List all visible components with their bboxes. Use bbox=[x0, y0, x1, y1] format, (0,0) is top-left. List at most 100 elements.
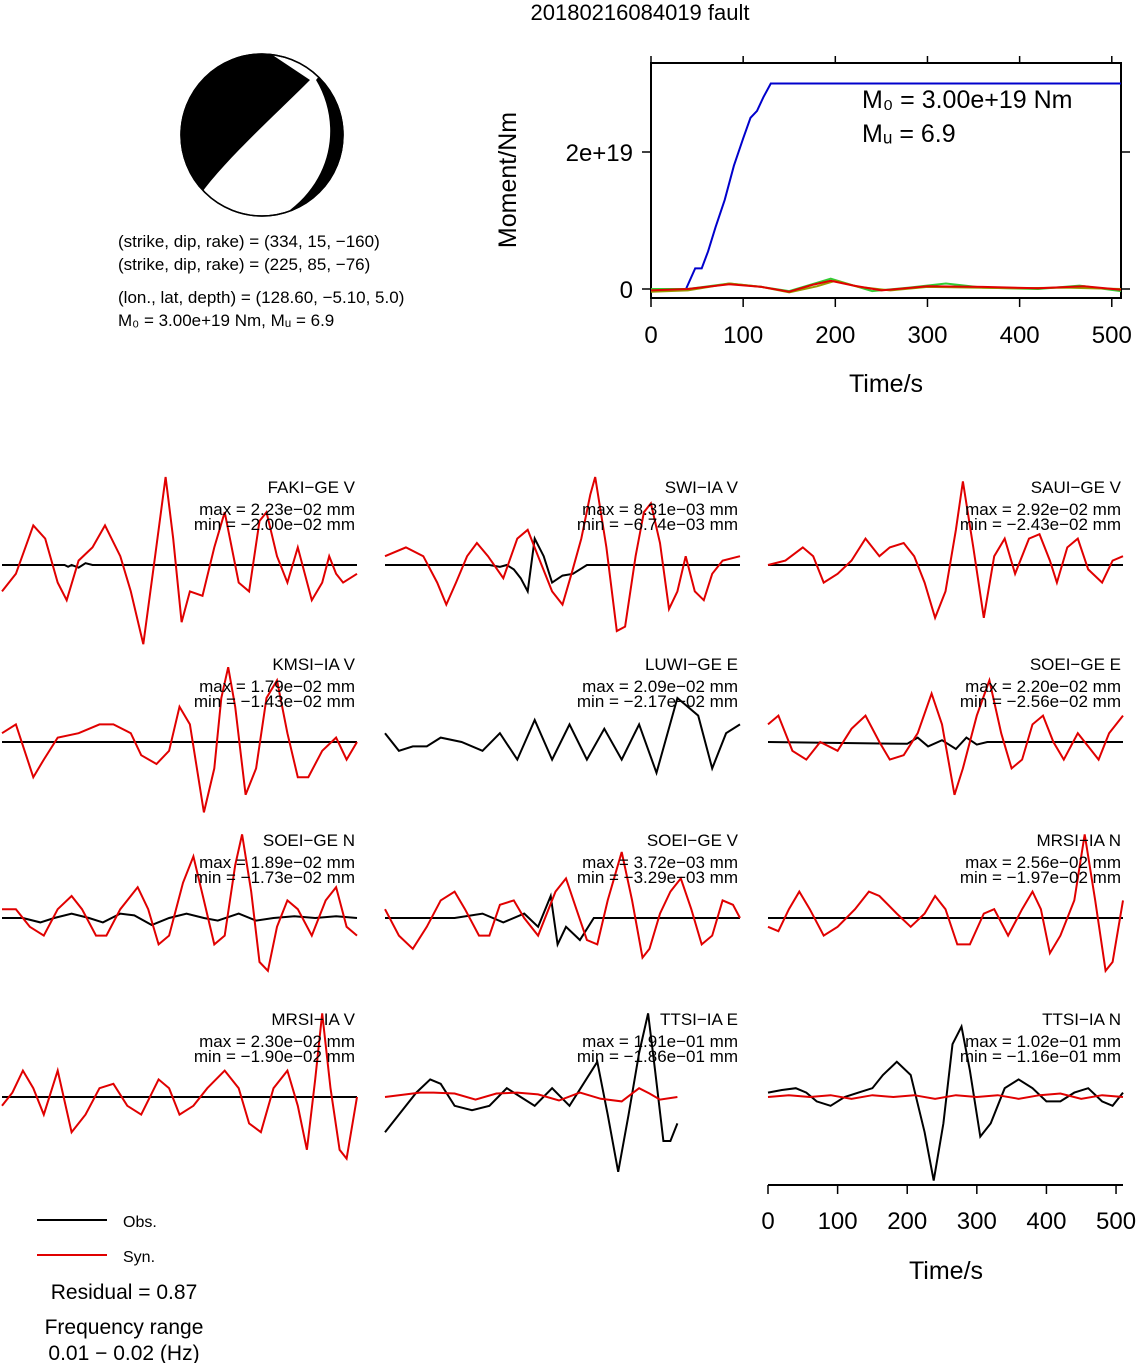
min-amplitude-label: min = −2.43e−02 mm bbox=[960, 515, 1121, 534]
observed-waveform bbox=[2, 912, 358, 927]
station-name-label: SOEI−GE E bbox=[1030, 655, 1121, 674]
station-name-label: KMSI−IA V bbox=[272, 655, 355, 674]
waveform-x-tick-label: 400 bbox=[1026, 1208, 1066, 1235]
waveform-x-tick-label: 100 bbox=[818, 1208, 858, 1235]
moment-x-tick-label: 0 bbox=[644, 322, 657, 349]
mechanism-line-4: M₀ = 3.00e+19 Nm, Mᵤ = 6.9 bbox=[118, 311, 334, 330]
moment-plot-frame bbox=[650, 62, 1122, 299]
synthetic-waveform bbox=[767, 676, 1124, 796]
waveform-x-tick-label: 300 bbox=[957, 1208, 997, 1235]
legend: Obs. Syn. bbox=[37, 1214, 157, 1266]
max-amplitude-label: max = 1.79e−02 mm bbox=[199, 677, 355, 696]
max-amplitude-label: max = 8.31e−03 mm bbox=[582, 500, 738, 519]
max-amplitude-label: max = 3.72e−03 mm bbox=[582, 853, 738, 872]
synthetic-waveform bbox=[767, 834, 1124, 974]
legend-syn-label: Syn. bbox=[123, 1249, 155, 1266]
min-amplitude-label: min = −6.74e−03 mm bbox=[577, 515, 738, 534]
mechanism-line-1: (strike, dip, rake) = (334, 15, −160) bbox=[118, 232, 380, 251]
moment-m0-label: M₀ = 3.00e+19 Nm bbox=[862, 86, 1073, 114]
residual-text: Residual = 0.87 bbox=[51, 1281, 198, 1304]
station-name-label: SWI−IA V bbox=[665, 478, 739, 497]
waveform-x-axis-label: Time/s bbox=[909, 1257, 983, 1285]
observed-waveform bbox=[385, 892, 740, 948]
min-amplitude-label: min = −2.56e−02 mm bbox=[960, 692, 1121, 711]
station-name-label: LUWI−GE E bbox=[645, 655, 738, 674]
min-amplitude-label: min = −1.73e−02 mm bbox=[194, 868, 355, 887]
station-name-label: TTSI−IA E bbox=[660, 1010, 738, 1029]
synthetic-waveform bbox=[1, 666, 358, 813]
min-amplitude-label: min = −1.86e−01 mm bbox=[577, 1047, 738, 1066]
synthetic-waveform bbox=[767, 481, 1124, 621]
moment-mw-label: Mᵤ = 6.9 bbox=[862, 120, 956, 148]
moment-y-tick-label: 2e+19 bbox=[566, 140, 633, 167]
moment-series-1 bbox=[651, 82, 1121, 290]
moment-y-tick-label: 0 bbox=[620, 277, 633, 304]
moment-y-axis-label: Moment/Nm bbox=[494, 112, 522, 248]
waveform-x-tick-label: 0 bbox=[761, 1208, 774, 1235]
max-amplitude-label: max = 2.20e−02 mm bbox=[965, 677, 1121, 696]
synthetic-waveform bbox=[384, 476, 741, 633]
legend-obs-label: Obs. bbox=[123, 1214, 157, 1231]
moment-x-tick-label: 200 bbox=[815, 322, 855, 349]
observed-waveform bbox=[767, 1023, 1124, 1181]
synthetic-waveform bbox=[767, 1092, 1124, 1100]
moment-x-axis-label: Time/s bbox=[849, 370, 923, 398]
station-name-label: TTSI−IA N bbox=[1042, 1010, 1121, 1029]
observed-waveform bbox=[384, 1013, 679, 1172]
moment-x-tick-label: 300 bbox=[907, 322, 947, 349]
max-amplitude-label: max = 1.02e−01 mm bbox=[965, 1032, 1121, 1051]
observed-waveform bbox=[2, 562, 357, 569]
min-amplitude-label: min = −1.90e−02 mm bbox=[194, 1047, 355, 1066]
max-amplitude-label: max = 2.30e−02 mm bbox=[199, 1032, 355, 1051]
station-name-label: MRSI−IA N bbox=[1036, 831, 1121, 850]
moment-x-tick-label: 400 bbox=[1000, 322, 1040, 349]
waveform-x-tick-label: 500 bbox=[1096, 1208, 1136, 1235]
max-amplitude-label: max = 1.89e−02 mm bbox=[199, 853, 355, 872]
waveform-time-axis: 0 100 200 300 400 500 bbox=[761, 1184, 1136, 1235]
min-amplitude-label: min = −2.17e−02 mm bbox=[577, 692, 738, 711]
min-amplitude-label: min = −1.16e−01 mm bbox=[960, 1047, 1121, 1066]
synthetic-waveform bbox=[384, 851, 741, 960]
frequency-range-values: 0.01 − 0.02 (Hz) bbox=[48, 1342, 199, 1363]
min-amplitude-label: min = −1.43e−02 mm bbox=[194, 692, 355, 711]
waveform-x-tick-label: 200 bbox=[887, 1208, 927, 1235]
observed-waveform bbox=[384, 696, 741, 777]
moment-x-tick-label: 500 bbox=[1092, 322, 1132, 349]
synthetic-waveform bbox=[1, 1013, 358, 1161]
synthetic-waveform bbox=[2, 834, 358, 973]
min-amplitude-label: min = −2.00e−02 mm bbox=[194, 515, 355, 534]
max-amplitude-label: max = 2.92e−02 mm bbox=[965, 500, 1121, 519]
mechanism-line-3: (lon., lat, depth) = (128.60, −5.10, 5.0… bbox=[118, 288, 404, 307]
moment-x-tick-label: 100 bbox=[723, 322, 763, 349]
mechanism-line-2: (strike, dip, rake) = (225, 85, −76) bbox=[118, 255, 370, 274]
max-amplitude-label: max = 1.91e−01 mm bbox=[582, 1032, 738, 1051]
max-amplitude-label: max = 2.09e−02 mm bbox=[582, 677, 738, 696]
frequency-range-title: Frequency range bbox=[45, 1316, 204, 1339]
synthetic-waveform bbox=[384, 1087, 678, 1103]
max-amplitude-label: max = 2.56e−02 mm bbox=[965, 853, 1121, 872]
min-amplitude-label: min = −3.29e−03 mm bbox=[577, 868, 738, 887]
max-amplitude-label: max = 2.23e−02 mm bbox=[199, 500, 355, 519]
figure-title: 20180216084019 fault bbox=[531, 0, 750, 25]
station-name-label: FAKI−GE V bbox=[268, 478, 356, 497]
station-name-label: SAUI−GE V bbox=[1031, 478, 1122, 497]
station-name-label: SOEI−GE V bbox=[647, 831, 739, 850]
focal-mechanism-beachball bbox=[180, 53, 344, 217]
station-name-label: MRSI−IA V bbox=[271, 1010, 355, 1029]
synthetic-waveform bbox=[1, 476, 358, 645]
